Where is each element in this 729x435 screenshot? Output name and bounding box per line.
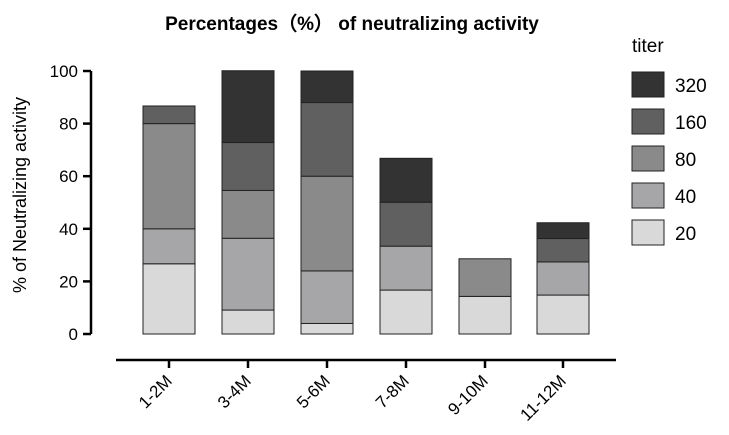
bar-segment (536, 294, 590, 335)
y-axis: 0 20 40 60 80 100 (50, 62, 93, 344)
bar-segment (536, 238, 590, 263)
bar-stack (221, 70, 275, 335)
bar-segment (142, 123, 196, 230)
bar-segment (536, 261, 590, 296)
bar-segment (536, 222, 590, 240)
y-tick-label: 0 (69, 325, 78, 344)
bar-segment (221, 237, 275, 311)
y-axis-label: % of Neutralizing activity (10, 97, 30, 293)
legend-swatch (631, 145, 665, 172)
bar-segment (221, 309, 275, 335)
bar-stack (458, 258, 512, 335)
legend-swatch (631, 219, 665, 246)
bar-segment (221, 142, 275, 191)
bar-segment (300, 102, 354, 177)
legend-swatch (631, 71, 665, 98)
x-tick-label: 1-2M (135, 371, 176, 412)
legend-label: 20 (675, 224, 696, 245)
bar-segment (379, 245, 433, 291)
legend-swatch (631, 108, 665, 135)
x-tick-label: 5-6M (293, 371, 334, 412)
bar-stack (379, 157, 433, 335)
x-tick-label: 7-8M (372, 371, 413, 412)
bar-segment (221, 189, 275, 239)
legend-label: 160 (675, 113, 707, 134)
y-tick-label: 100 (50, 62, 78, 81)
legend-title: titer (632, 36, 664, 57)
x-tick-label: 9-10M (444, 371, 492, 419)
legend-label: 320 (675, 76, 707, 97)
chart-title: Percentages（%） of neutralizing activity (165, 12, 539, 35)
bar-segment (142, 263, 196, 335)
bar-segment (300, 175, 354, 272)
bar-segment (300, 70, 354, 104)
bar-segment (142, 228, 196, 265)
x-axis: 1-2M 3-4M 5-6M 7-8M 9-10M 11-12M (116, 358, 616, 425)
bar-segment (379, 201, 433, 247)
legend: titer 320 160 80 40 20 (631, 36, 707, 246)
y-tick-label: 20 (59, 272, 78, 291)
bar-stack (536, 222, 590, 335)
y-tick-label: 40 (59, 220, 78, 239)
x-tick-label: 11-12M (517, 371, 570, 424)
bar-segment (221, 70, 275, 144)
bars (142, 70, 590, 335)
bar-stack (300, 70, 354, 335)
bar-segment (379, 289, 433, 335)
bar-segment (379, 157, 433, 203)
bar-segment (458, 258, 512, 297)
bar-segment (300, 270, 354, 324)
bar-segment (300, 322, 354, 335)
bar-segment (458, 295, 512, 335)
legend-label: 80 (675, 150, 696, 171)
bar-stack (142, 105, 196, 335)
legend-swatch (631, 182, 665, 209)
y-tick-label: 80 (59, 115, 78, 134)
bar-segment (142, 105, 196, 125)
y-tick-label: 60 (59, 167, 78, 186)
x-tick-label: 3-4M (214, 371, 255, 412)
legend-label: 40 (675, 187, 696, 208)
